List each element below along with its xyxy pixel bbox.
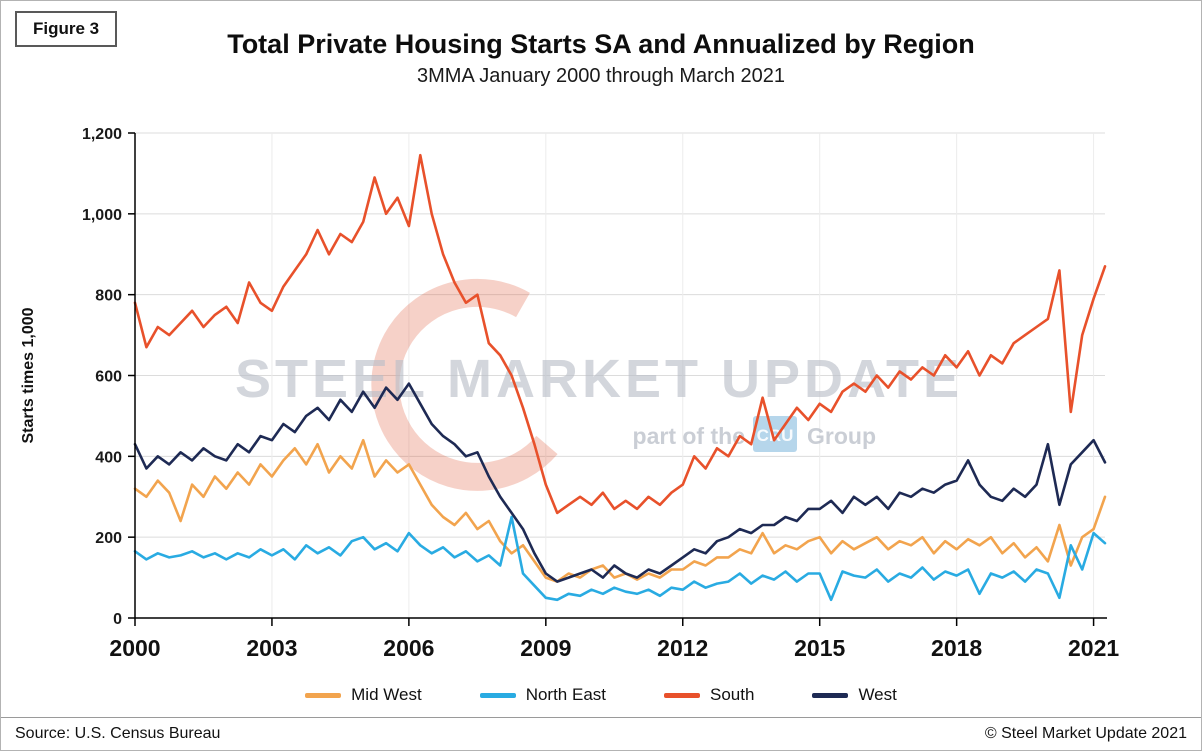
watermark-tagline-prefix: part of the bbox=[633, 423, 745, 449]
watermark-cru-text: CRU bbox=[757, 426, 794, 445]
watermark-text: STEEL MARKET UPDATE bbox=[235, 349, 963, 409]
figure-badge: Figure 3 bbox=[15, 11, 118, 47]
legend-swatch-north-east bbox=[479, 692, 516, 698]
x-tick-label: 2000 bbox=[109, 635, 160, 661]
legend-item-mid-west: Mid West bbox=[305, 685, 422, 705]
chart-title: Total Private Housing Starts SA and Annu… bbox=[227, 29, 975, 59]
x-tick-label: 2015 bbox=[794, 635, 845, 661]
legend-label-west: West bbox=[858, 685, 897, 704]
y-tick-label: 0 bbox=[113, 611, 122, 628]
y-tick-label: 600 bbox=[95, 369, 122, 386]
legend-label-mid-west: Mid West bbox=[351, 685, 422, 704]
series-line-north-east bbox=[133, 515, 1107, 602]
series-line-west bbox=[133, 382, 1107, 583]
legend: Mid West North East South West bbox=[1, 685, 1201, 705]
legend-item-west: West bbox=[812, 685, 897, 705]
y-axis-title: Starts times 1,000 bbox=[20, 307, 37, 443]
legend-swatch-south bbox=[664, 692, 700, 698]
x-tick-label: 2006 bbox=[383, 635, 434, 661]
y-tick-label: 800 bbox=[95, 288, 122, 305]
source-text: Source: U.S. Census Bureau bbox=[15, 725, 221, 742]
x-tick-label: 2021 bbox=[1068, 635, 1119, 661]
x-tick-label: 2009 bbox=[520, 635, 571, 661]
chart-subtitle: 3MMA January 2000 through March 2021 bbox=[417, 65, 785, 87]
y-tick-label: 200 bbox=[95, 530, 122, 547]
watermark-tagline-suffix: Group bbox=[807, 423, 876, 449]
series-line-south bbox=[133, 153, 1107, 515]
legend-item-north-east: North East bbox=[479, 685, 606, 705]
x-tick-label: 2018 bbox=[931, 635, 982, 661]
legend-swatch-mid-west bbox=[305, 692, 342, 698]
copyright-text: © Steel Market Update 2021 bbox=[984, 725, 1187, 742]
x-tick-label: 2003 bbox=[246, 635, 297, 661]
y-tick-label: 400 bbox=[95, 449, 122, 466]
legend-label-south: South bbox=[710, 685, 755, 704]
y-tick-label: 1,000 bbox=[82, 207, 122, 224]
legend-swatch-west bbox=[812, 692, 849, 698]
chart-plot-area: STEEL MARKET UPDATE part of the CRU Group 0 2… bbox=[20, 126, 1119, 661]
series-line-mid-west bbox=[133, 438, 1107, 583]
legend-item-south: South bbox=[664, 685, 754, 705]
x-tick-label: 2012 bbox=[657, 635, 708, 661]
footer: Source: U.S. Census Bureau © Steel Marke… bbox=[1, 717, 1201, 750]
legend-label-north-east: North East bbox=[525, 685, 606, 704]
y-tick-label: 1,200 bbox=[82, 126, 122, 143]
